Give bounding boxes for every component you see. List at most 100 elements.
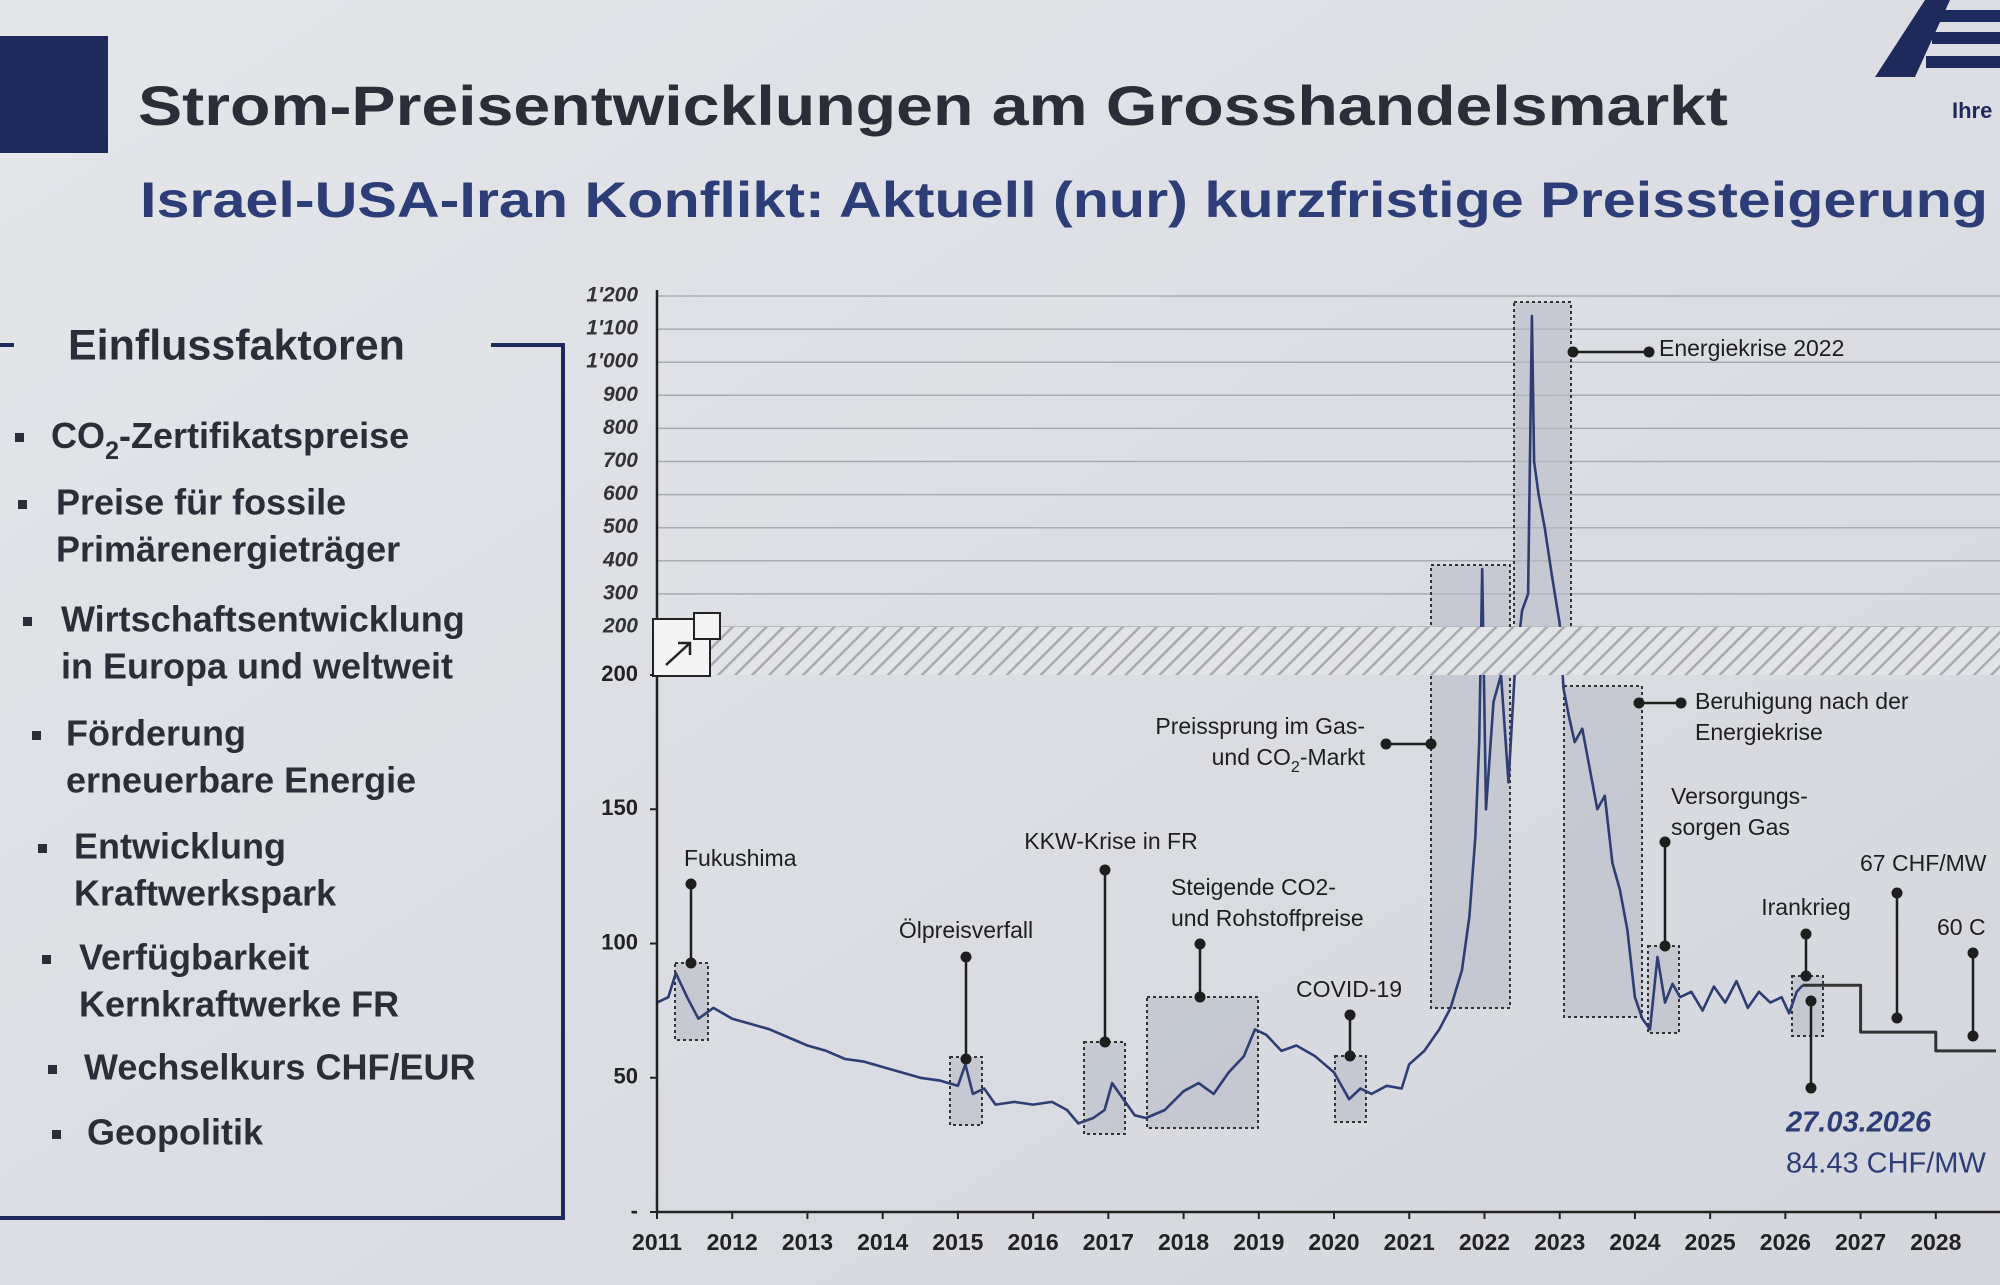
y-tick-label: 600 [603, 482, 638, 505]
annotation-dot [1659, 836, 1671, 848]
bullet [32, 731, 41, 740]
annotation-dot [1675, 697, 1687, 709]
text-part: CO [51, 415, 105, 456]
subtitle: Israel-USA-Iran Konflikt: Aktuell (nur) … [140, 172, 1988, 228]
annotation-text: 27.03.2026 [1785, 1107, 1932, 1139]
highlight-box [1513, 301, 1572, 632]
annotation-text: Beruhigung nach der [1695, 688, 1909, 714]
highlight-box [1563, 685, 1643, 1018]
annotation-text: COVID-19 [1296, 976, 1402, 1002]
left-panel-item: Wirtschaftsentwicklung [61, 599, 465, 640]
x-tick-label: 2021 [1384, 1229, 1435, 1255]
y-tick-label: 1'100 [586, 317, 638, 340]
x-tick-label: 2026 [1760, 1229, 1811, 1255]
text-part: 2 [105, 437, 119, 465]
y-tick-label: 500 [603, 515, 638, 538]
x-tick-label: 2027 [1835, 1229, 1886, 1255]
annotation-text: KKW-Krise in FR [1024, 828, 1197, 854]
x-tick-label: 2011 [632, 1229, 682, 1255]
x-tick-label: 2016 [1008, 1229, 1059, 1255]
x-tick-label: 2017 [1083, 1229, 1134, 1255]
bullet [38, 844, 47, 853]
annotation-text: 67 CHF/MW [1860, 850, 1987, 876]
y-tick-label: 1'000 [586, 350, 638, 373]
left-panel-item: Preise für fossile [56, 482, 346, 523]
annotation-dot [960, 951, 972, 963]
y-tick-label: 900 [603, 383, 638, 406]
x-tick-label: 2013 [782, 1229, 833, 1255]
y-tick-label: 800 [603, 416, 638, 439]
break-icon-arrow [665, 641, 692, 666]
logo: Ihre [1875, 0, 2000, 123]
x-tick-label: 2014 [857, 1229, 908, 1255]
annotation-text: sorgen Gas [1671, 814, 1790, 840]
annotation-dot [1805, 1082, 1817, 1094]
x-tick-label: 2025 [1685, 1229, 1736, 1255]
series-line [656, 314, 1804, 1125]
bullet [48, 1065, 57, 1074]
text-part: -Zertifikatspreise [119, 415, 409, 456]
highlight-box [674, 962, 709, 1041]
annotation-text: und Rohstoffpreise [1171, 905, 1364, 931]
annotation-dot [1643, 346, 1655, 358]
bullet [18, 500, 27, 509]
left-panel-item: Geopolitik [87, 1112, 264, 1153]
annotation-dot [1344, 1009, 1356, 1021]
annotation-text: Steigende CO2- [1171, 874, 1336, 900]
axis-break [657, 627, 2000, 675]
y-tick-label: 200 [601, 661, 638, 686]
left-panel-item: CO2-Zertifikatspreise [51, 415, 409, 465]
y-tick-label: - [631, 1198, 638, 1223]
annotation-text: Irankrieg [1761, 894, 1850, 920]
annotation-dot [1967, 1030, 1979, 1042]
x-tick-label: 2019 [1233, 1229, 1284, 1255]
annotation-text: 84.43 CHF/MW [1786, 1148, 1986, 1180]
left-panel-item: Verfügbarkeit [79, 937, 309, 978]
x-tick-label: 2023 [1534, 1229, 1585, 1255]
left-panel-item: in Europa und weltweit [61, 646, 453, 687]
series-line [1802, 983, 1996, 1053]
x-tick-label: 2024 [1609, 1229, 1660, 1255]
text-part: 2 [1291, 758, 1300, 776]
left-panel-item: Primärenergieträger [56, 529, 400, 570]
annotation-text: und CO2-Markt [1212, 744, 1366, 776]
annotation-dot [1967, 947, 1979, 959]
left-panel-item: Kernkraftwerke FR [79, 984, 399, 1025]
left-panel-item: Kraftwerkspark [74, 873, 337, 914]
left-panel-item: Wechselkurs CHF/EUR [84, 1047, 475, 1088]
annotation-dot [1425, 738, 1437, 750]
annotation-dot [1891, 1012, 1903, 1024]
bullet [23, 617, 32, 626]
y-tick-label: 100 [601, 929, 638, 954]
y-tick-label: 150 [601, 795, 638, 820]
break-icon-square [693, 612, 721, 640]
annotation-dot [1891, 887, 1903, 899]
x-tick-label: 2018 [1158, 1229, 1209, 1255]
annotation-dot [685, 957, 697, 969]
title: Strom-Preisentwicklungen am Grosshandels… [138, 74, 1728, 137]
annotation-text: 60 C [1937, 914, 1986, 940]
y-tick-label: 400 [602, 548, 638, 571]
annotation-dot [1380, 738, 1392, 750]
x-tick-label: 2020 [1308, 1229, 1359, 1255]
annotation-dot [1800, 928, 1812, 940]
text-part: -Markt [1300, 744, 1366, 770]
annotation-dot [1633, 697, 1645, 709]
left-panel-heading: Einflussfaktoren [68, 321, 405, 369]
x-tick-label: 2022 [1459, 1229, 1510, 1255]
y-tick-label: 1'200 [586, 284, 638, 307]
annotation-dot [1567, 346, 1579, 358]
bullet [42, 955, 51, 964]
x-tick-label: 2015 [932, 1229, 983, 1255]
bullet [15, 433, 24, 442]
y-tick-label: 50 [614, 1064, 638, 1089]
annotation-dot [1194, 991, 1206, 1003]
annotation-dot [1194, 938, 1206, 950]
annotation-dot [1099, 1036, 1111, 1048]
annotation-text: Ölpreisverfall [899, 917, 1033, 943]
annotation-text: Energiekrise [1695, 719, 1823, 745]
annotation-dot [1800, 970, 1812, 982]
bullet [52, 1130, 61, 1139]
